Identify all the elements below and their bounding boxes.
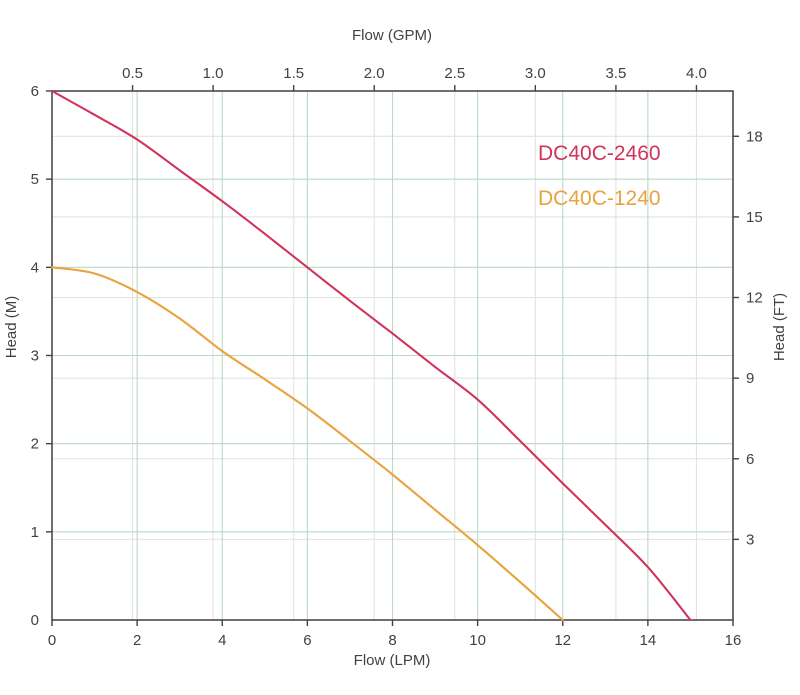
series-group (50, 89, 692, 622)
left-axis-title: Head (M) (3, 296, 20, 359)
ytick-label-left: 2 (31, 436, 39, 453)
ytick-label-right: 15 (746, 209, 763, 226)
ytick-label-left: 4 (31, 259, 39, 276)
series-curve-0 (50, 89, 692, 622)
xtick-label-top: 3.5 (605, 65, 626, 82)
series-curve-1 (50, 266, 564, 622)
ytick-label-right: 6 (746, 451, 754, 468)
xtick-label-bottom: 4 (218, 632, 226, 649)
xtick-label-top: 4.0 (686, 65, 707, 82)
xtick-label-top: 2.5 (444, 65, 465, 82)
xtick-label-bottom: 2 (133, 632, 141, 649)
tick-marks-group (46, 85, 739, 626)
xtick-label-bottom: 6 (303, 632, 311, 649)
top-axis-title: Flow (GPM) (352, 27, 432, 44)
ytick-label-left: 0 (31, 612, 39, 629)
xtick-label-top: 2.0 (364, 65, 385, 82)
tick-labels-group: 0 2 4 6 8 10 12 14 160.5 1.0 1.5 2.0 2.5 3.0 3.5 4.0012… (31, 65, 763, 649)
right-axis-title: Head (FT) (771, 293, 788, 361)
xtick-label-top: 0.5 (122, 65, 143, 82)
xtick-label-bottom: 0 (48, 632, 56, 649)
xtick-label-bottom: 12 (554, 632, 571, 649)
ytick-label-left: 5 (31, 171, 39, 188)
ytick-label-right: 12 (746, 290, 763, 307)
ytick-label-right: 9 (746, 370, 754, 387)
xtick-label-bottom: 8 (388, 632, 396, 649)
ytick-label-left: 1 (31, 524, 39, 541)
xtick-label-top: 3.0 (525, 65, 546, 82)
ytick-label-right: 18 (746, 128, 763, 145)
legend-item-1-label: DC40C-1240 (538, 187, 661, 210)
xtick-label-top: 1.5 (283, 65, 304, 82)
xtick-label-bottom: 10 (469, 632, 486, 649)
xtick-label-top: 1.0 (203, 65, 224, 82)
xtick-label-bottom: 16 (725, 632, 742, 649)
xtick-label-bottom: 14 (640, 632, 657, 649)
grid-green-group (52, 91, 733, 620)
legend-item-0-label: DC40C-2460 (538, 142, 661, 165)
ytick-label-right: 3 (746, 531, 754, 548)
bottom-axis-title: Flow (LPM) (354, 652, 431, 669)
ytick-label-left: 3 (31, 348, 39, 365)
ytick-label-left: 6 (31, 83, 39, 100)
